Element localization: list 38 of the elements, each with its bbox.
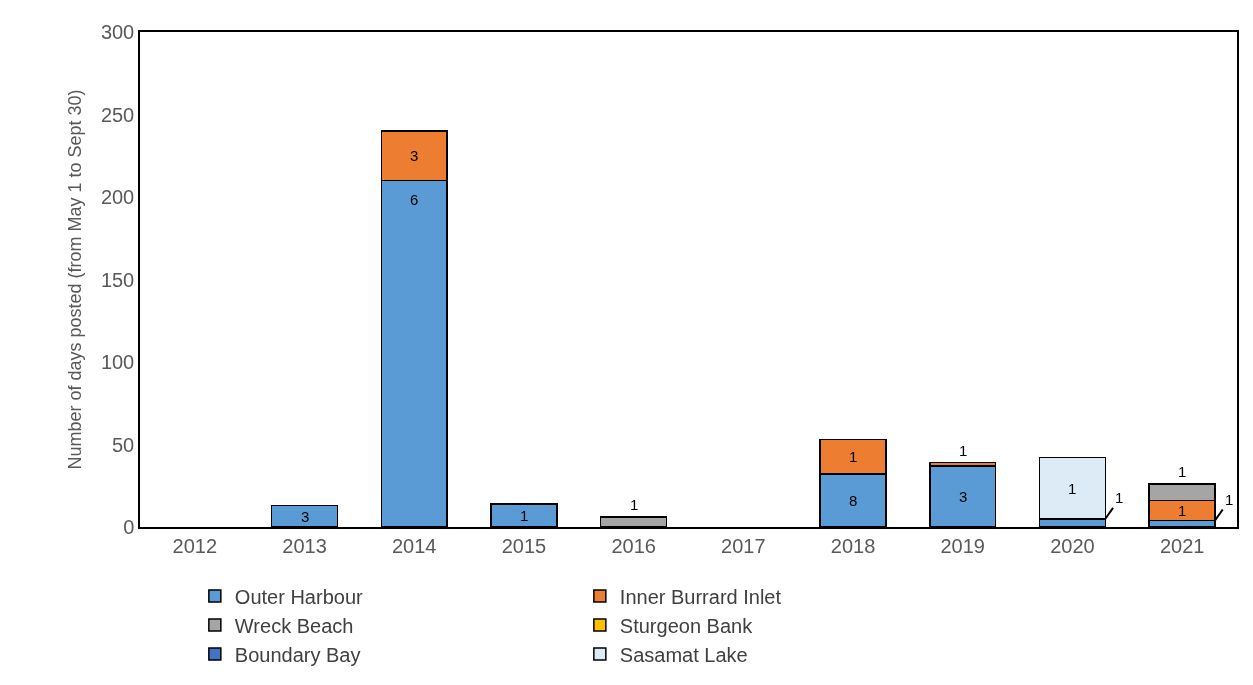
y-tick-label: 0 (123, 516, 135, 538)
annotation: 3 (959, 488, 968, 505)
y-tick-label: 300 (100, 21, 135, 43)
legend-label: Sasamat Lake (619, 643, 748, 666)
annotation: 3 (301, 508, 310, 525)
x-tick-label: 2014 (392, 534, 437, 557)
x-tick-label: 2016 (611, 534, 656, 557)
y-tick-label: 200 (100, 186, 135, 208)
annotation: 1 (1178, 463, 1187, 480)
x-tick-label: 2020 (1050, 534, 1095, 557)
annotation: 6 (410, 191, 419, 208)
legend-label: Inner Burrard Inlet (619, 585, 782, 608)
annotation: 3 (410, 147, 419, 164)
y-tick-label: 150 (100, 268, 135, 291)
x-tick-label: 2013 (282, 534, 327, 557)
annotation: 1 (630, 496, 639, 513)
annotation: 1 (1225, 491, 1234, 508)
x-tick-label: 2018 (830, 534, 876, 557)
x-tick-label: 2012 (172, 534, 218, 557)
annotation: 1 (959, 442, 968, 459)
x-tick-label: 2015 (501, 534, 547, 557)
y-tick-label: 250 (100, 103, 135, 126)
annotation: 1 (849, 448, 858, 465)
y-axis-title: Number of days posted (from May 1 to Sept 30) (64, 89, 85, 470)
legend-label: Sturgeon Bank (619, 614, 754, 637)
annotation: 1 (520, 507, 529, 524)
legend-label: Wreck Beach (234, 614, 354, 637)
legend-label: Outer Harbour (234, 585, 364, 608)
legend-label: Boundary Bay (234, 643, 361, 666)
annotation: 1 (1115, 489, 1124, 506)
x-tick-label: 2021 (1159, 534, 1205, 557)
y-tick-label: 100 (100, 351, 135, 373)
annotation: 1 (1068, 480, 1077, 497)
y-tick-label: 50 (112, 433, 135, 456)
x-tick-label: 2017 (721, 534, 766, 557)
x-tick-label: 2019 (940, 534, 985, 557)
annotation: 8 (849, 492, 858, 509)
annotation: 1 (1178, 502, 1187, 519)
